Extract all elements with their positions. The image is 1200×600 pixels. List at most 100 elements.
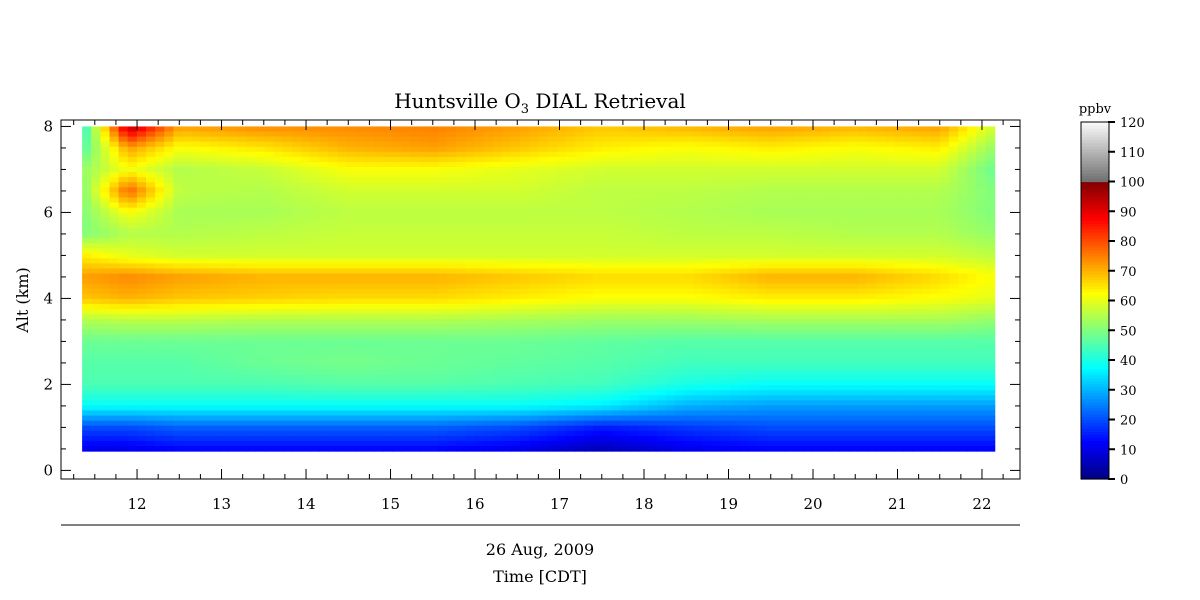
heatmap-cell bbox=[246, 278, 257, 285]
heatmap-cell bbox=[638, 410, 649, 417]
heatmap-cell bbox=[693, 324, 704, 330]
heatmap-cell bbox=[565, 126, 576, 133]
heatmap-cell bbox=[118, 146, 129, 153]
heatmap-cell bbox=[410, 243, 421, 249]
heatmap-cell bbox=[264, 435, 275, 442]
heatmap-cell bbox=[483, 349, 494, 356]
heatmap-cell bbox=[684, 151, 695, 158]
heatmap-cell bbox=[693, 334, 704, 341]
heatmap-cell bbox=[200, 177, 211, 183]
heatmap-cell bbox=[191, 172, 202, 178]
heatmap-cell bbox=[328, 156, 339, 163]
heatmap-cell bbox=[748, 309, 758, 315]
heatmap-cell bbox=[757, 227, 768, 234]
heatmap-cell bbox=[246, 136, 257, 143]
heatmap-cell bbox=[273, 369, 284, 376]
heatmap-cell bbox=[282, 425, 293, 432]
heatmap-cell bbox=[118, 217, 129, 224]
heatmap-cell bbox=[757, 349, 768, 356]
heatmap-cell bbox=[365, 151, 375, 158]
heatmap-cell bbox=[319, 405, 330, 412]
heatmap-cell bbox=[118, 349, 129, 356]
heatmap-cell bbox=[784, 273, 795, 280]
heatmap-cell bbox=[365, 177, 375, 183]
heatmap-cell bbox=[319, 258, 330, 264]
heatmap-cell bbox=[209, 232, 220, 239]
heatmap-cell bbox=[91, 420, 101, 427]
heatmap-cell bbox=[520, 309, 530, 315]
heatmap-cell bbox=[292, 182, 302, 188]
heatmap-cell bbox=[109, 126, 120, 133]
heatmap-cell bbox=[228, 430, 238, 437]
heatmap-cell bbox=[574, 232, 585, 239]
heatmap-cell bbox=[483, 238, 494, 244]
heatmap-cell bbox=[720, 309, 731, 315]
heatmap-cell bbox=[173, 126, 184, 133]
heatmap-cell bbox=[292, 425, 302, 432]
heatmap-cell bbox=[237, 156, 247, 163]
heatmap-cell bbox=[419, 410, 430, 417]
heatmap-cell bbox=[711, 151, 722, 158]
heatmap-cell bbox=[693, 131, 704, 138]
heatmap-cell bbox=[602, 217, 612, 224]
heatmap-cell bbox=[155, 136, 165, 143]
heatmap-cell bbox=[228, 232, 238, 239]
heatmap-cell bbox=[319, 314, 330, 320]
heatmap-cell bbox=[209, 136, 220, 143]
heatmap-cell bbox=[629, 380, 640, 386]
heatmap-cell bbox=[666, 344, 676, 351]
heatmap-cell bbox=[447, 334, 457, 341]
heatmap-cell bbox=[301, 395, 311, 401]
heatmap-cell bbox=[492, 395, 503, 401]
heatmap-cell bbox=[784, 217, 795, 224]
heatmap-cell bbox=[739, 415, 749, 422]
heatmap-cell bbox=[520, 197, 530, 204]
heatmap-cell bbox=[657, 136, 667, 143]
heatmap-cell bbox=[182, 202, 193, 209]
heatmap-cell bbox=[584, 303, 594, 310]
heatmap-cell bbox=[410, 293, 421, 300]
heatmap-cell bbox=[538, 395, 549, 401]
heatmap-cell bbox=[730, 273, 740, 280]
heatmap-cell bbox=[273, 222, 284, 229]
heatmap-cell bbox=[292, 405, 302, 412]
heatmap-cell bbox=[219, 131, 229, 138]
heatmap-cell bbox=[155, 349, 165, 356]
heatmap-cell bbox=[638, 293, 649, 300]
heatmap-cell bbox=[501, 303, 512, 310]
heatmap-cell bbox=[501, 425, 512, 432]
heatmap-cell bbox=[620, 207, 631, 214]
heatmap-cell bbox=[556, 395, 567, 401]
heatmap-cell bbox=[492, 344, 503, 351]
heatmap-cell bbox=[602, 293, 612, 300]
heatmap-cell bbox=[82, 192, 92, 199]
heatmap-cell bbox=[647, 263, 658, 270]
heatmap-cell bbox=[456, 298, 466, 305]
heatmap-cell bbox=[228, 141, 238, 148]
heatmap-cell bbox=[292, 187, 302, 193]
heatmap-cell bbox=[711, 349, 722, 356]
heatmap-cell bbox=[346, 354, 357, 361]
heatmap-cell bbox=[556, 405, 567, 412]
heatmap-cell bbox=[100, 425, 111, 432]
heatmap-cell bbox=[675, 354, 685, 361]
heatmap-cell bbox=[255, 314, 266, 320]
heatmap-cell bbox=[109, 319, 120, 325]
heatmap-cell bbox=[301, 243, 311, 249]
heatmap-cell bbox=[228, 400, 238, 406]
heatmap-cell bbox=[520, 141, 530, 148]
heatmap-cell bbox=[319, 410, 330, 417]
heatmap-cell bbox=[237, 364, 247, 371]
heatmap-cell bbox=[209, 207, 220, 214]
heatmap-cell bbox=[182, 172, 193, 178]
heatmap-cell bbox=[383, 349, 393, 356]
heatmap-cell bbox=[392, 395, 403, 401]
heatmap-cell bbox=[282, 232, 293, 239]
heatmap-cell bbox=[593, 192, 603, 199]
heatmap-cell bbox=[264, 197, 275, 204]
heatmap-cell bbox=[410, 344, 421, 351]
heatmap-cell bbox=[593, 395, 603, 401]
heatmap-cell bbox=[593, 385, 603, 391]
heatmap-cell bbox=[109, 187, 120, 193]
heatmap-cell bbox=[310, 161, 320, 168]
